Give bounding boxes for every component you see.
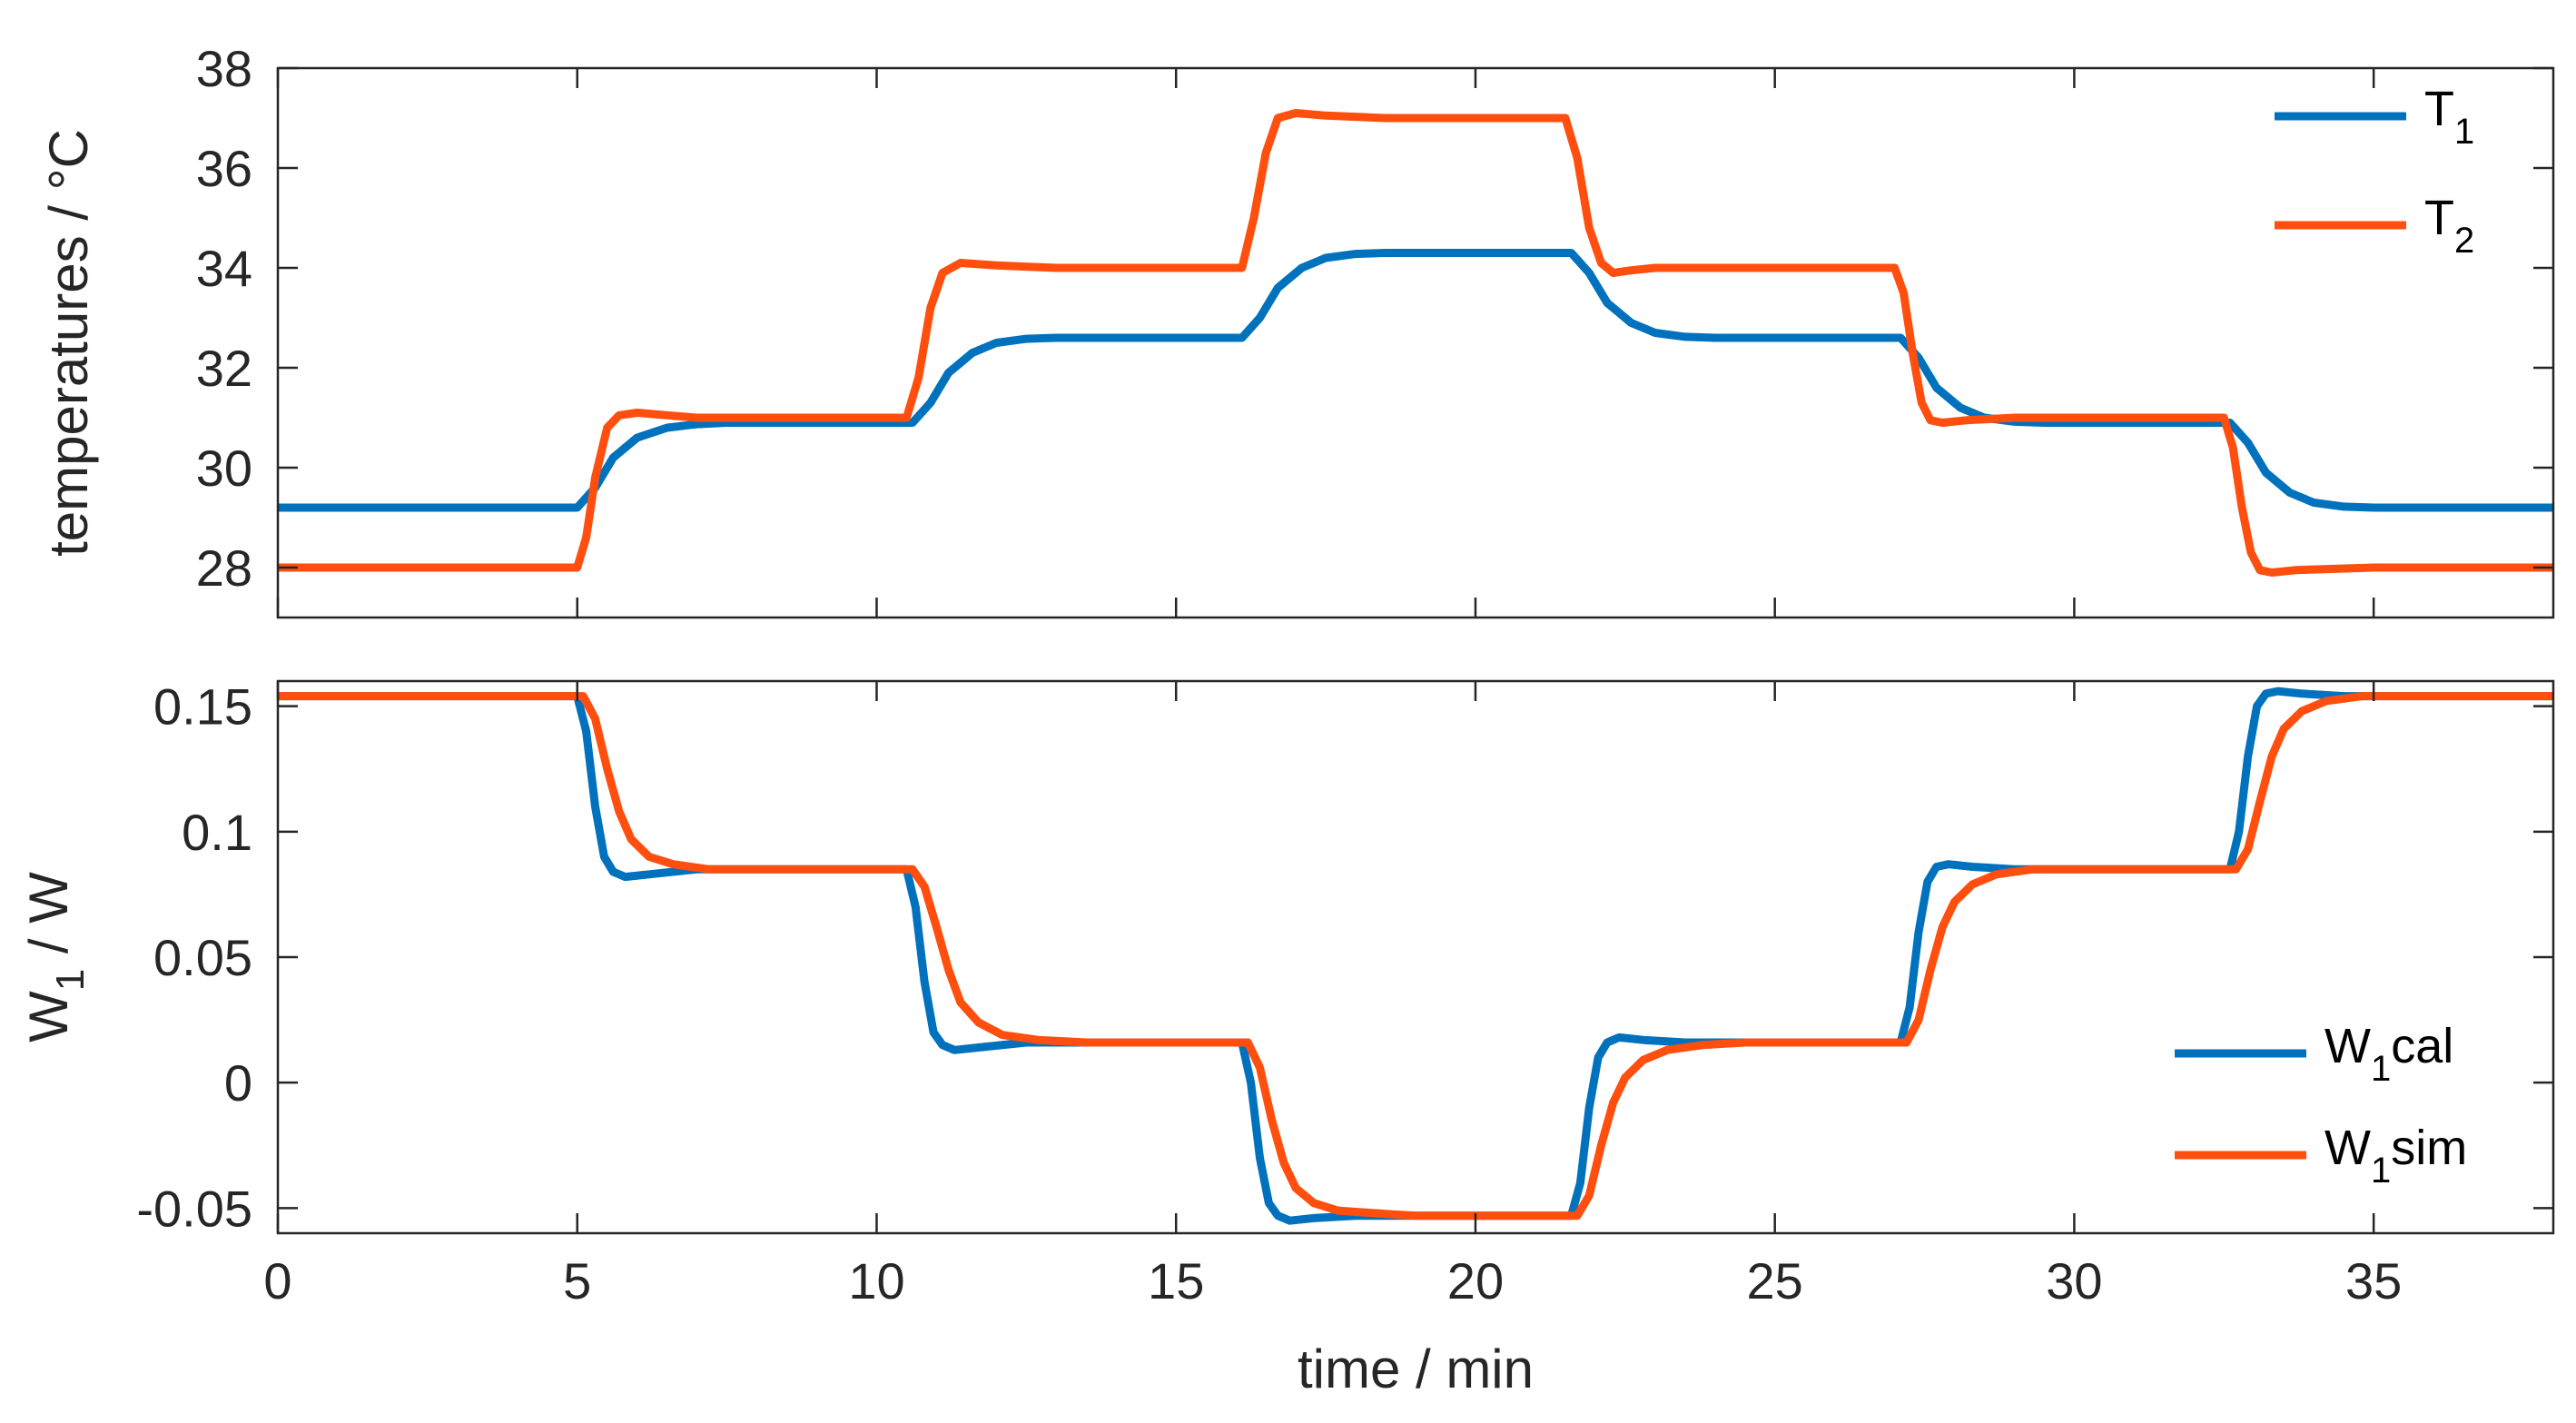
- x-tick-label: 30: [2046, 1252, 2102, 1309]
- y-axis-label-main: W: [18, 991, 79, 1043]
- y-tick-label: 0.1: [182, 804, 252, 861]
- legend-label-rest: cal: [2391, 1019, 2453, 1073]
- x-tick-label: 10: [848, 1252, 904, 1309]
- y-axis-label-sub: 1: [48, 969, 93, 991]
- plot-area: [278, 681, 2553, 1233]
- legend-label-sub: 1: [2371, 1049, 2391, 1089]
- legend-label-w1cal: W1cal: [2324, 1019, 2453, 1089]
- x-tick-label: 35: [2345, 1252, 2402, 1309]
- y-tick-label: -0.05: [136, 1180, 252, 1237]
- x-tick-label: 0: [263, 1252, 291, 1309]
- x-tick-label: 25: [1747, 1252, 1803, 1309]
- y-axis-label: temperatures / °C: [38, 129, 99, 557]
- legend-label-sub: 2: [2454, 221, 2474, 261]
- y-tick-label: 34: [196, 240, 252, 297]
- y-tick-label: 30: [196, 440, 252, 497]
- legend-label-w1sim: W1sim: [2324, 1121, 2467, 1191]
- y-tick-label: 36: [196, 140, 252, 197]
- legend-label-main: T: [2424, 82, 2454, 136]
- x-tick-label: 5: [563, 1252, 591, 1309]
- x-tick-label: 15: [1148, 1252, 1204, 1309]
- series-line-w1sim: [278, 692, 2553, 1220]
- legend-label-main: T: [2424, 191, 2454, 245]
- y-tick-label: 0.15: [153, 678, 252, 736]
- legend-label-main: W: [2324, 1019, 2371, 1073]
- legend-label-rest: sim: [2391, 1121, 2467, 1175]
- x-axis-label: time / min: [1298, 1339, 1534, 1399]
- y-tick-label: 0: [224, 1054, 252, 1112]
- y-tick-label: 28: [196, 539, 252, 597]
- series-line-t2: [278, 109, 2553, 577]
- y-tick-label: 38: [196, 40, 252, 97]
- plot-area: [278, 68, 2553, 618]
- axes-frame: [276, 66, 2555, 619]
- y-tick-label: 32: [196, 340, 252, 397]
- legend-label-t2: T2: [2424, 191, 2474, 261]
- y-axis-label-rest: / W: [18, 872, 79, 969]
- series-line-t1: [278, 249, 2553, 512]
- legend-label-sub: 1: [2371, 1151, 2391, 1191]
- y-tick-label: 0.05: [153, 929, 252, 986]
- x-tick-label: 20: [1447, 1252, 1504, 1309]
- legend-label-main: W: [2324, 1121, 2371, 1175]
- legend-label-t1: T1: [2424, 82, 2474, 152]
- y-axis-label: W1 / W: [18, 872, 93, 1043]
- legend-label-sub: 1: [2454, 112, 2474, 152]
